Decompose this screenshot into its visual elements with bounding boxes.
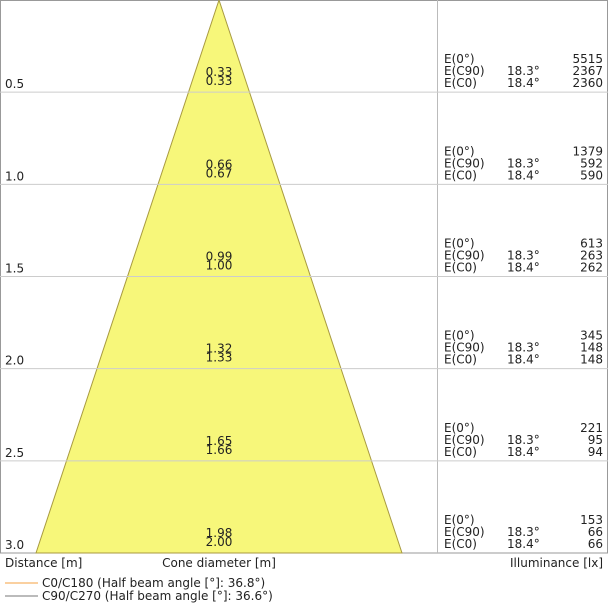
illuminance-name: E(0°) [444,52,475,66]
illuminance-value: 94 [588,445,603,459]
illuminance-name: E(C90) [444,156,485,170]
illuminance-name: E(C0) [444,537,477,551]
illuminance-name: E(0°) [444,144,475,158]
illuminance-value: 221 [580,421,603,435]
illuminance-value: 148 [580,353,603,367]
distance-label: 1.0 [5,169,24,183]
diameter-label: 1.00 [206,259,233,273]
diameter-label: 1.98 [206,526,233,540]
illuminance-name: E(C0) [444,168,477,182]
illuminance-value: 66 [588,525,603,539]
illuminance-name: E(C0) [444,261,477,275]
footer-illuminance: Illuminance [lx] [510,556,603,570]
half-angle: 18.4° [507,537,540,551]
illuminance-name: E(C0) [444,353,477,367]
half-angle: 18.4° [507,76,540,90]
footer-diameter: Cone diameter [m] [162,556,276,570]
legend-text: C90/C270 (Half beam angle [°]: 36.6°) [42,589,273,603]
illuminance-name: E(0°) [444,329,475,343]
half-angle: 18.4° [507,445,540,459]
illuminance-value: 345 [580,329,603,343]
diameter-label: 0.33 [206,65,233,79]
distance-label: 2.0 [5,354,24,368]
illuminance-value: 66 [588,537,603,551]
half-angle: 18.3° [507,341,540,355]
diameter-label: 1.33 [206,351,233,365]
diameter-label: 0.99 [206,250,233,264]
illuminance-value: 2360 [572,76,603,90]
half-angle: 18.3° [507,249,540,263]
diameter-label: 2.00 [206,535,233,549]
illuminance-name: E(C0) [444,76,477,90]
distance-label: 2.5 [5,446,24,460]
illuminance-value: 148 [580,341,603,355]
illuminance-value: 95 [588,433,603,447]
illuminance-value: 263 [580,249,603,263]
illuminance-name: E(C90) [444,64,485,78]
distance-label: 0.5 [5,77,24,91]
diameter-label: 1.65 [206,434,233,448]
illuminance-value: 1379 [572,144,603,158]
legend-text: C0/C180 (Half beam angle [°]: 36.8°) [42,576,265,590]
illuminance-value: 592 [580,156,603,170]
half-angle: 18.3° [507,156,540,170]
illuminance-name: E(C90) [444,341,485,355]
half-angle: 18.3° [507,64,540,78]
footer-distance: Distance [m] [5,556,82,570]
half-angle: 18.3° [507,433,540,447]
distance-label: 1.5 [5,262,24,276]
diameter-label: 1.32 [206,342,233,356]
half-angle: 18.3° [507,525,540,539]
illuminance-name: E(0°) [444,237,475,251]
illuminance-value: 590 [580,168,603,182]
illuminance-value: 5515 [572,52,603,66]
half-angle: 18.4° [507,261,540,275]
illuminance-name: E(0°) [444,513,475,527]
diameter-label: 1.66 [206,443,233,457]
diameter-label: 0.67 [206,166,233,180]
diameter-label: 0.66 [206,157,233,171]
illuminance-name: E(C90) [444,249,485,263]
half-angle: 18.4° [507,168,540,182]
half-angle: 18.4° [507,353,540,367]
illuminance-name: E(C0) [444,445,477,459]
illuminance-value: 262 [580,261,603,275]
illuminance-name: E(C90) [444,525,485,539]
illuminance-value: 613 [580,237,603,251]
illuminance-name: E(C90) [444,433,485,447]
illuminance-value: 2367 [572,64,603,78]
distance-label: 3.0 [5,538,24,552]
illuminance-name: E(0°) [444,421,475,435]
illuminance-value: 153 [580,513,603,527]
diameter-label: 0.33 [206,74,233,88]
